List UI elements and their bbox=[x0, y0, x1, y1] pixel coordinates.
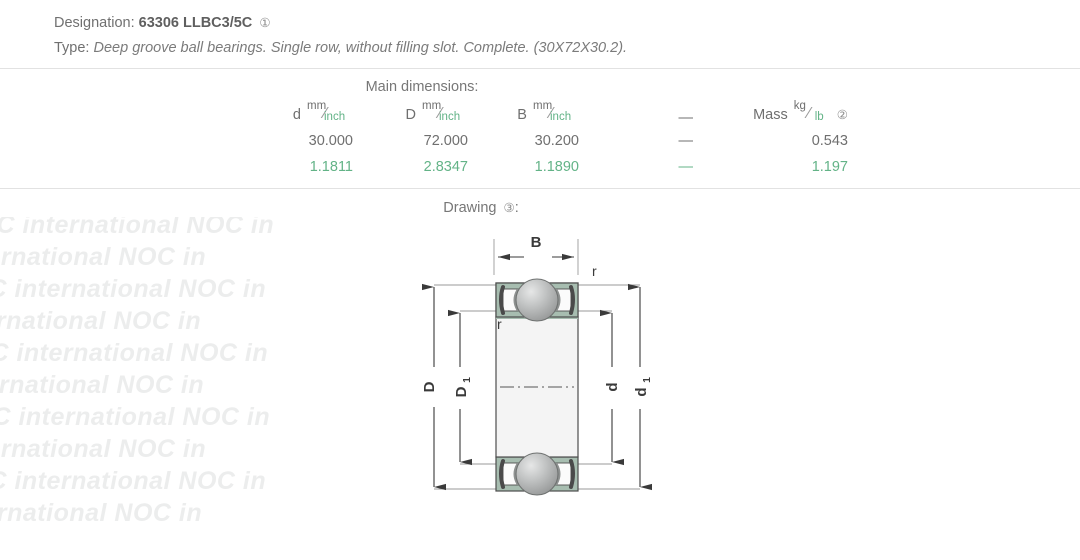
dimension-label-D1-subscript: 1 bbox=[461, 377, 473, 383]
drawing-section: Drawing ③: C international NOC internati… bbox=[0, 189, 1080, 522]
dimension-B: B bbox=[498, 234, 574, 261]
divider-bottom bbox=[0, 188, 1080, 189]
dimension-D1: D 1 bbox=[447, 309, 473, 466]
dimension-label-r-inner: r bbox=[497, 316, 502, 332]
header-cell-separator: — bbox=[678, 110, 694, 126]
type-value: Deep groove ball bearings. Single row, w… bbox=[93, 40, 628, 56]
dimension-D: D bbox=[421, 283, 447, 491]
footnote-1-icon[interactable]: ① bbox=[259, 16, 271, 30]
value-d-mm: 30.000 bbox=[308, 133, 353, 149]
value-d-inch: 1.1811 bbox=[309, 159, 353, 175]
header-cell-mass: Mass kg ⁄ lb ② bbox=[693, 100, 848, 131]
dimension-d1: d 1 bbox=[627, 283, 653, 491]
fraction-bar-icon: ⁄ bbox=[324, 105, 327, 122]
value-mass-lb: 1.197 bbox=[811, 159, 848, 175]
unit-kg: kg bbox=[793, 100, 806, 112]
header-cell-D: D mm ⁄ inch bbox=[353, 100, 468, 131]
designation-label: Designation: bbox=[54, 15, 135, 31]
table-row-mm: 30.000 72.000 30.200 — 0.543 bbox=[247, 131, 848, 155]
value-B-mm: 30.200 bbox=[534, 133, 579, 149]
dimension-label-r-top: r bbox=[592, 263, 597, 279]
table-row-inch: 1.1811 2.8347 1.1890 — 1.197 bbox=[247, 155, 848, 179]
value-D-mm: 72.000 bbox=[423, 133, 468, 149]
bearing-body bbox=[495, 278, 579, 496]
dimension-label-D1-base: D bbox=[453, 386, 470, 397]
ball-upper bbox=[515, 278, 559, 322]
symbol-d: d bbox=[292, 106, 301, 123]
value-mass-kg: 0.543 bbox=[811, 133, 848, 149]
symbol-D: D bbox=[405, 106, 416, 123]
main-dimensions-caption: Main dimensions: bbox=[365, 79, 479, 95]
seal-right-lower bbox=[569, 459, 575, 489]
bearing-header: Designation: 63306 LLBC3/5C ① Type: Deep… bbox=[0, 0, 1080, 61]
drawing-canvas: C international NOC international NOC in… bbox=[0, 217, 1080, 522]
ball-lower bbox=[515, 452, 559, 496]
unit-mm: mm bbox=[422, 100, 442, 112]
dimension-label-d: d bbox=[604, 382, 621, 391]
main-dimensions-section: Main dimensions: d mm ⁄ inch D mm ⁄ inch bbox=[0, 69, 1080, 179]
drawing-caption-label: Drawing bbox=[443, 200, 497, 216]
dimension-label-B: B bbox=[531, 234, 542, 251]
dimension-d: d bbox=[599, 309, 625, 466]
footnote-3-icon[interactable]: ③ bbox=[503, 201, 515, 215]
symbol-B: B bbox=[517, 106, 527, 123]
unit-fraction-mm-inch: mm ⁄ inch bbox=[422, 100, 468, 126]
table-header-row: d mm ⁄ inch D mm ⁄ inch B mm ⁄ bbox=[247, 100, 848, 131]
dimension-label-d1-base: d bbox=[633, 387, 650, 396]
fraction-bar-icon: ⁄ bbox=[807, 105, 811, 122]
value-separator-mm: — bbox=[678, 133, 694, 149]
seal-left-upper bbox=[499, 285, 505, 315]
unit-fraction-mm-inch: mm ⁄ inch bbox=[307, 100, 353, 126]
header-cell-B: B mm ⁄ inch bbox=[468, 100, 579, 131]
value-separator-inch: — bbox=[678, 159, 694, 175]
unit-mm: mm bbox=[307, 100, 327, 112]
unit-inch: inch bbox=[550, 111, 572, 123]
type-label: Type: bbox=[54, 40, 90, 56]
seal-left-lower bbox=[499, 459, 505, 489]
dimension-label-D: D bbox=[421, 381, 438, 392]
drawing-caption: Drawing ③: bbox=[0, 189, 1080, 216]
seal-right-upper bbox=[569, 285, 575, 315]
unit-inch: inch bbox=[324, 111, 346, 123]
unit-lb: lb bbox=[814, 111, 824, 123]
unit-fraction-kg-lb: kg ⁄ lb bbox=[794, 100, 830, 126]
fraction-bar-icon: ⁄ bbox=[439, 105, 442, 122]
unit-mm: mm bbox=[533, 100, 553, 112]
bearing-cross-section-drawing: B r bbox=[421, 234, 653, 496]
divider-top bbox=[0, 68, 1080, 69]
footnote-2-icon[interactable]: ② bbox=[836, 107, 848, 122]
value-D-inch: 2.8347 bbox=[423, 159, 468, 175]
unit-fraction-mm-inch: mm ⁄ inch bbox=[533, 100, 579, 126]
unit-inch: inch bbox=[439, 111, 461, 123]
main-dimensions-table: d mm ⁄ inch D mm ⁄ inch B mm ⁄ bbox=[247, 100, 848, 179]
dimension-label-d1-subscript: 1 bbox=[641, 377, 653, 383]
type-line: Type: Deep groove ball bearings. Single … bbox=[54, 36, 1080, 61]
designation-line: Designation: 63306 LLBC3/5C ① bbox=[54, 11, 1080, 36]
value-B-inch: 1.1890 bbox=[534, 159, 579, 175]
label-mass: Mass bbox=[753, 106, 788, 123]
header-cell-d: d mm ⁄ inch bbox=[247, 100, 353, 131]
designation-value: 63306 LLBC3/5C bbox=[138, 15, 253, 31]
fraction-bar-icon: ⁄ bbox=[550, 105, 553, 122]
drawing-caption-colon: : bbox=[514, 200, 519, 216]
